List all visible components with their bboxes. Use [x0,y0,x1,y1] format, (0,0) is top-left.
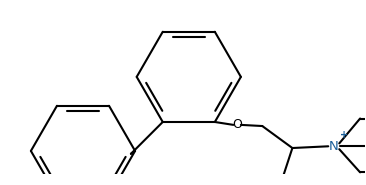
Text: N: N [329,140,339,153]
Text: O: O [232,118,242,131]
Text: +: + [340,130,348,140]
